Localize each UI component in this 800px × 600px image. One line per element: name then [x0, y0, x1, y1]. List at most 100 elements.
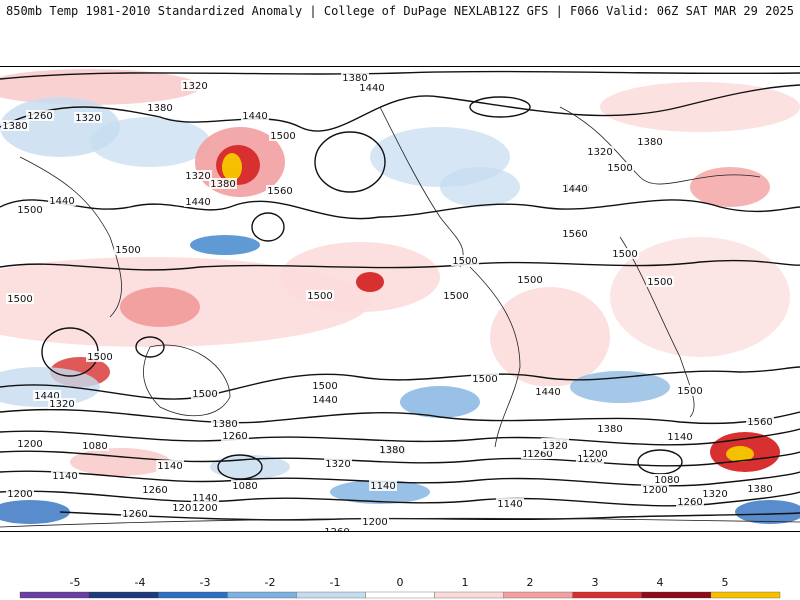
contour-label-bg [26, 110, 54, 121]
contour-label: 1500 [270, 131, 295, 142]
contour-label-bg [442, 290, 470, 301]
colorbar-tick-label: -4 [134, 576, 146, 589]
model-run-label: 12Z GFS | F066 Valid: 06Z SAT MAR 29 202… [497, 4, 794, 18]
contour-label: 1440 [49, 196, 74, 207]
contour-label: 1380 [342, 73, 367, 84]
contour-label-bg [181, 80, 209, 91]
contour-label: 1440 [562, 184, 587, 195]
contour-label: 1080 [232, 481, 257, 492]
contour-label: 1140 [192, 493, 217, 504]
anomaly-colorbar [19, 591, 781, 599]
contour-label-bg [496, 498, 524, 509]
contour-label-bg [16, 438, 44, 449]
colorbar-segment [434, 591, 504, 599]
contour-label-bg [311, 394, 339, 405]
colorbar-tick-label: 4 [656, 576, 664, 589]
contour-label-bg [361, 516, 389, 527]
contour-label-bg [191, 492, 219, 503]
contour-label-bg [451, 255, 479, 266]
contour-label: 1560 [267, 186, 292, 197]
contour-label: 1500 [607, 163, 632, 174]
contour-label-bg [51, 470, 79, 481]
contour-label-bg [541, 440, 569, 451]
contour-label: 1320 [75, 113, 100, 124]
contour-label: 1320 [325, 459, 350, 470]
contour-label: 1500 [307, 291, 332, 302]
contour-label: 1260 [222, 431, 247, 442]
contour-label: 1440 [359, 83, 384, 94]
contour-label-bg [746, 483, 774, 494]
contour-label-bg [16, 204, 44, 215]
contour-label-bg [48, 398, 76, 409]
contour-label-bg [586, 146, 614, 157]
contour-label: 1260 [677, 497, 702, 508]
contour-label-bg [701, 488, 729, 499]
contour-label-bg [269, 130, 297, 141]
contour-label: 1380 [379, 445, 404, 456]
contour-label-bg [324, 458, 352, 469]
height-contours [0, 70, 800, 521]
contour-label-bg [526, 448, 554, 459]
contour-label-bg [666, 431, 694, 442]
contour-label-bg [6, 293, 34, 304]
colorbar-segment [88, 591, 159, 599]
contour-label: 1200 [582, 449, 607, 460]
contour-label-bg [184, 170, 212, 181]
contour-label-bg [746, 416, 774, 427]
contour-label-bg [191, 502, 219, 513]
contour-label: 1500 [452, 256, 477, 267]
contour-label-bg [358, 82, 386, 93]
contour-label-bg [534, 386, 562, 397]
contour-label-bg [121, 508, 149, 519]
contour-label-bg [209, 178, 237, 189]
contour-label: 1200 [17, 439, 42, 450]
contour-label: 1380 [597, 424, 622, 435]
contour-label: 1260 [324, 527, 349, 531]
colorbar-tick-label: -3 [199, 576, 211, 589]
coastlines [0, 106, 800, 528]
contour-label-bg [191, 388, 219, 399]
colorbar-segment [19, 591, 90, 599]
contour-label: 1140 [370, 481, 395, 492]
contour-label-bg [311, 380, 339, 391]
contour-label-bg [1, 120, 29, 131]
contour-label-bg [606, 162, 634, 173]
contour-label: 1200 [577, 454, 602, 465]
contour-label: 1140 [52, 471, 77, 482]
contour-label: 1320 [587, 147, 612, 158]
contour-label-bg [646, 276, 674, 287]
contour-label-bg [156, 460, 184, 471]
colorbar-segment [641, 591, 712, 599]
contour-label-bg [341, 72, 369, 83]
contour-label-bg [184, 196, 212, 207]
contour-label: 1320 [702, 489, 727, 500]
contour-label: 1320 [542, 441, 567, 452]
contour-label: 1380 [637, 137, 662, 148]
contour-label: 1440 [242, 111, 267, 122]
contour-label: 1440 [312, 395, 337, 406]
colorbar-segment [227, 591, 297, 599]
contour-label: 1560 [747, 417, 772, 428]
colorbar-segment [572, 591, 642, 599]
contour-label-bg [86, 351, 114, 362]
contour-label-bg [231, 480, 259, 491]
contour-label-bg [653, 474, 681, 485]
colorbar-tick-label: -5 [69, 576, 81, 589]
contour-label: 1440 [185, 197, 210, 208]
contour-label: 1500 [443, 291, 468, 302]
colorbar-tick-label: -1 [329, 576, 341, 589]
contour-label: 1260 [142, 485, 167, 496]
contour-label-bg [676, 496, 704, 507]
colorbar-tick-label: -2 [264, 576, 276, 589]
contour-label-bg [114, 244, 142, 255]
contour-label-bg [378, 444, 406, 455]
contour-label-bg [74, 112, 102, 123]
contour-label-bg [211, 418, 239, 429]
contour-label: 1080 [654, 475, 679, 486]
contour-label: 1380 [147, 103, 172, 114]
contour-label: 1500 [7, 294, 32, 305]
contour-label: 1500 [17, 205, 42, 216]
colorbar-tick-label: 0 [396, 576, 404, 589]
colorbar-tick-label: 5 [721, 576, 729, 589]
